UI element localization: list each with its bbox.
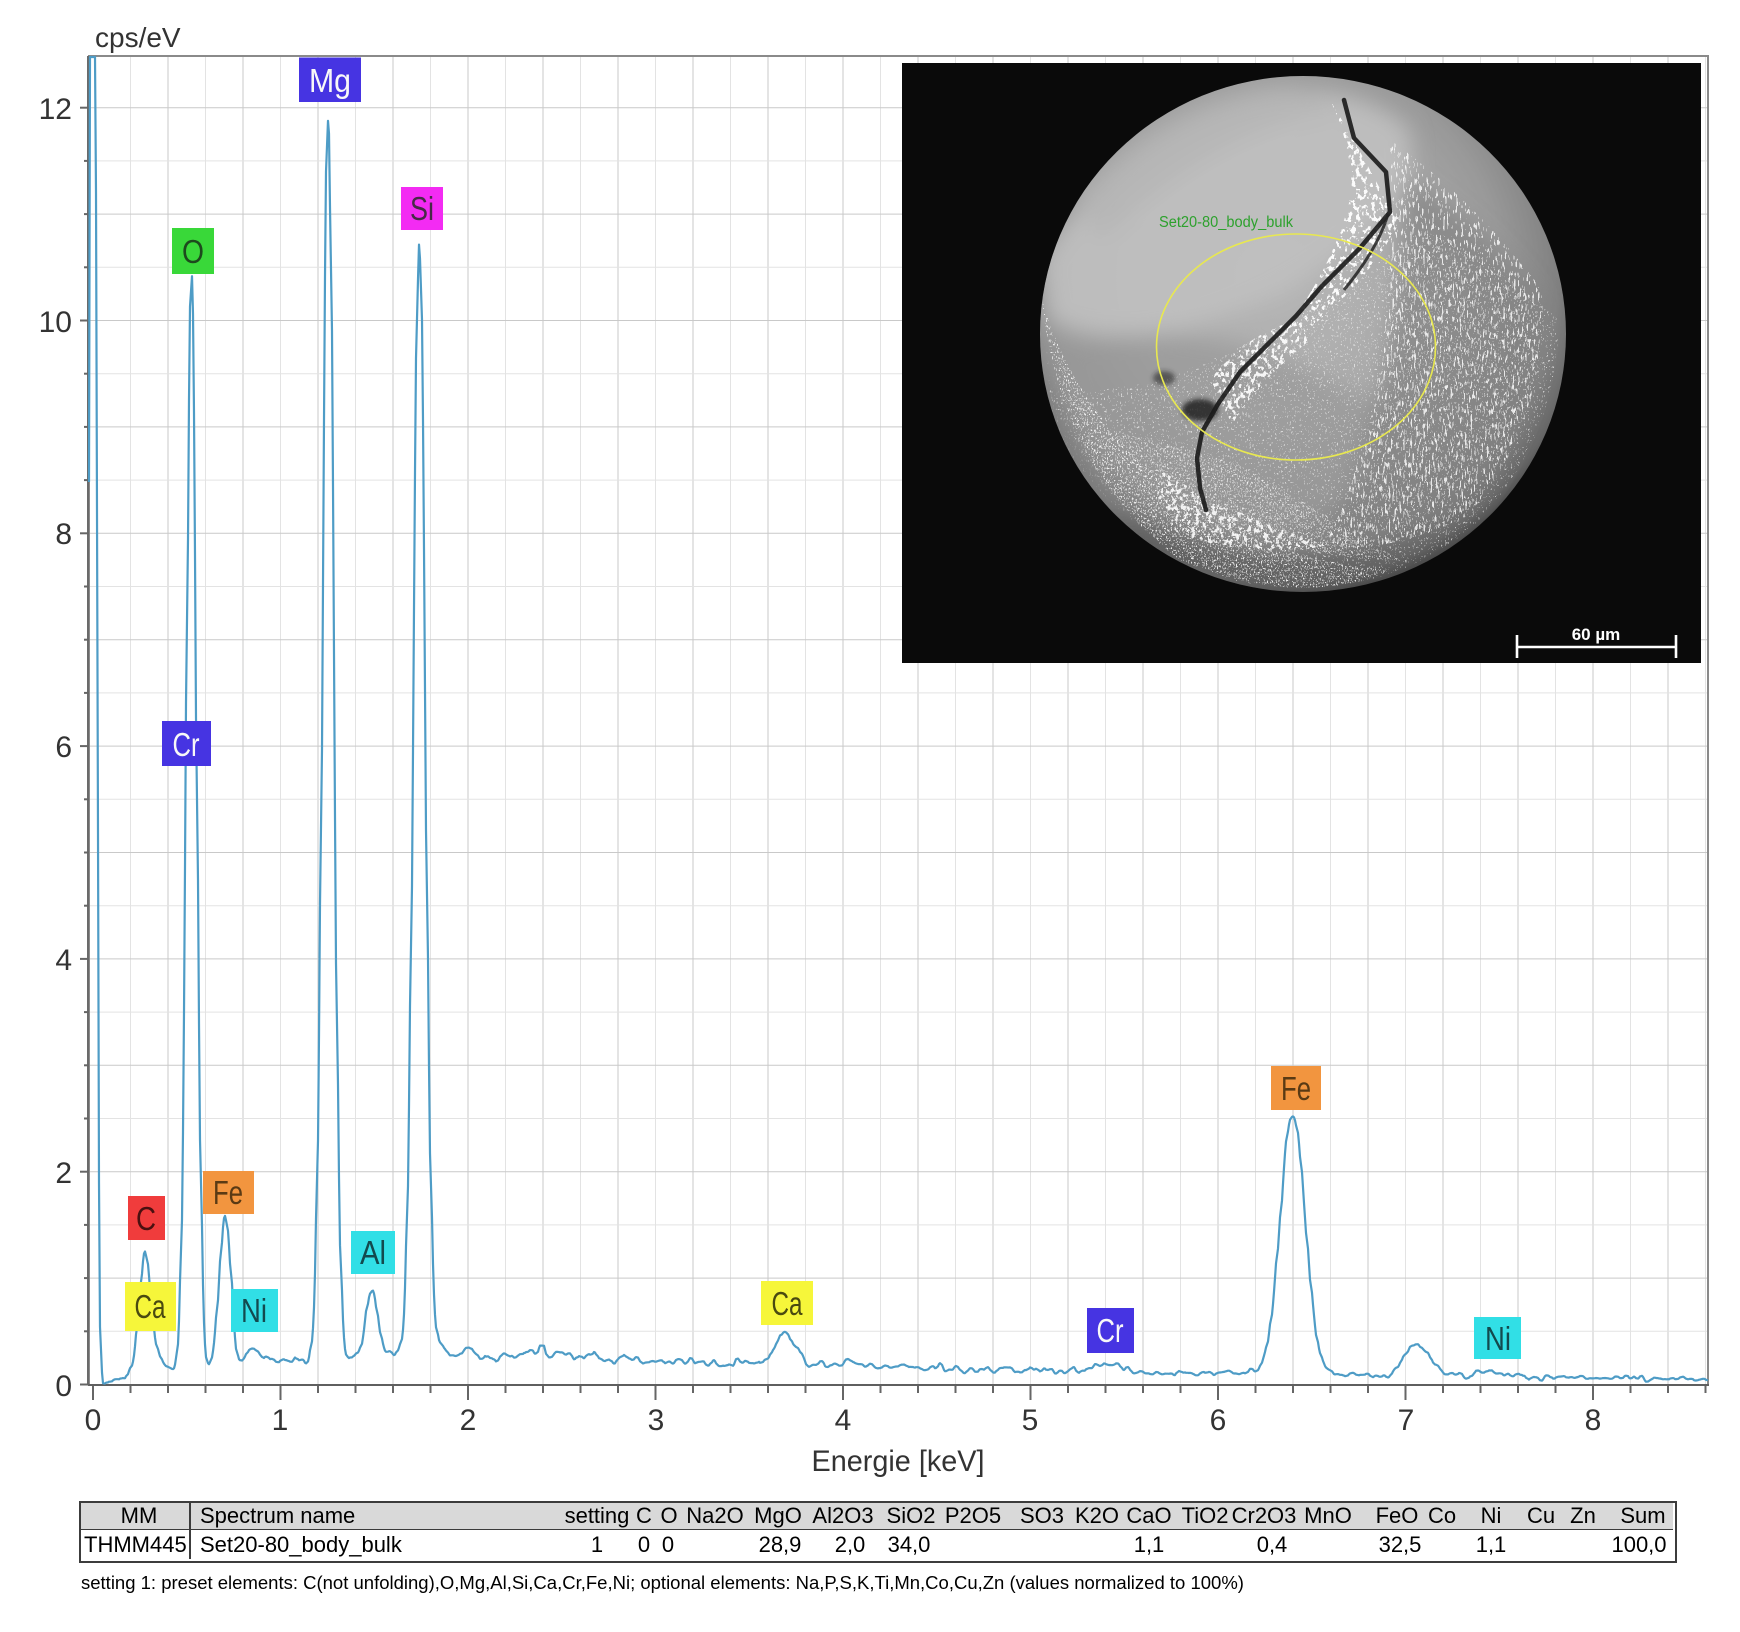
svg-text:Mg: Mg (309, 62, 351, 99)
svg-text:4: 4 (835, 1404, 852, 1437)
svg-text:Ca: Ca (135, 1288, 166, 1325)
svg-text:3: 3 (648, 1404, 665, 1437)
svg-text:C: C (136, 1200, 156, 1237)
svg-text:O: O (182, 233, 204, 270)
svg-text:Energie [keV]: Energie [keV] (812, 1445, 985, 1478)
svg-text:Cr: Cr (1097, 1312, 1124, 1349)
svg-text:6: 6 (1210, 1404, 1227, 1437)
svg-text:6: 6 (55, 731, 72, 764)
svg-text:5: 5 (1022, 1404, 1039, 1437)
svg-text:60 µm: 60 µm (1572, 625, 1621, 644)
svg-text:12: 12 (39, 93, 72, 126)
svg-text:Ni: Ni (1485, 1320, 1511, 1357)
svg-text:Cr: Cr (173, 726, 200, 763)
svg-text:4: 4 (55, 944, 72, 977)
svg-text:8: 8 (1585, 1404, 1602, 1437)
svg-text:0: 0 (55, 1370, 72, 1403)
svg-text:0: 0 (85, 1404, 102, 1437)
svg-text:10: 10 (39, 306, 72, 339)
svg-text:2: 2 (460, 1404, 477, 1437)
svg-text:cps/eV: cps/eV (95, 22, 181, 53)
svg-text:Si: Si (410, 190, 434, 227)
svg-text:Ca: Ca (772, 1285, 803, 1322)
svg-text:Fe: Fe (213, 1174, 243, 1211)
svg-text:Set20-80_body_bulk: Set20-80_body_bulk (1159, 214, 1293, 231)
svg-text:8: 8 (55, 518, 72, 551)
svg-text:7: 7 (1398, 1404, 1415, 1437)
svg-text:Ni: Ni (241, 1292, 267, 1329)
svg-text:2: 2 (55, 1157, 72, 1190)
svg-text:Al: Al (360, 1234, 386, 1271)
svg-text:1: 1 (272, 1404, 289, 1437)
svg-text:Fe: Fe (1281, 1070, 1311, 1107)
